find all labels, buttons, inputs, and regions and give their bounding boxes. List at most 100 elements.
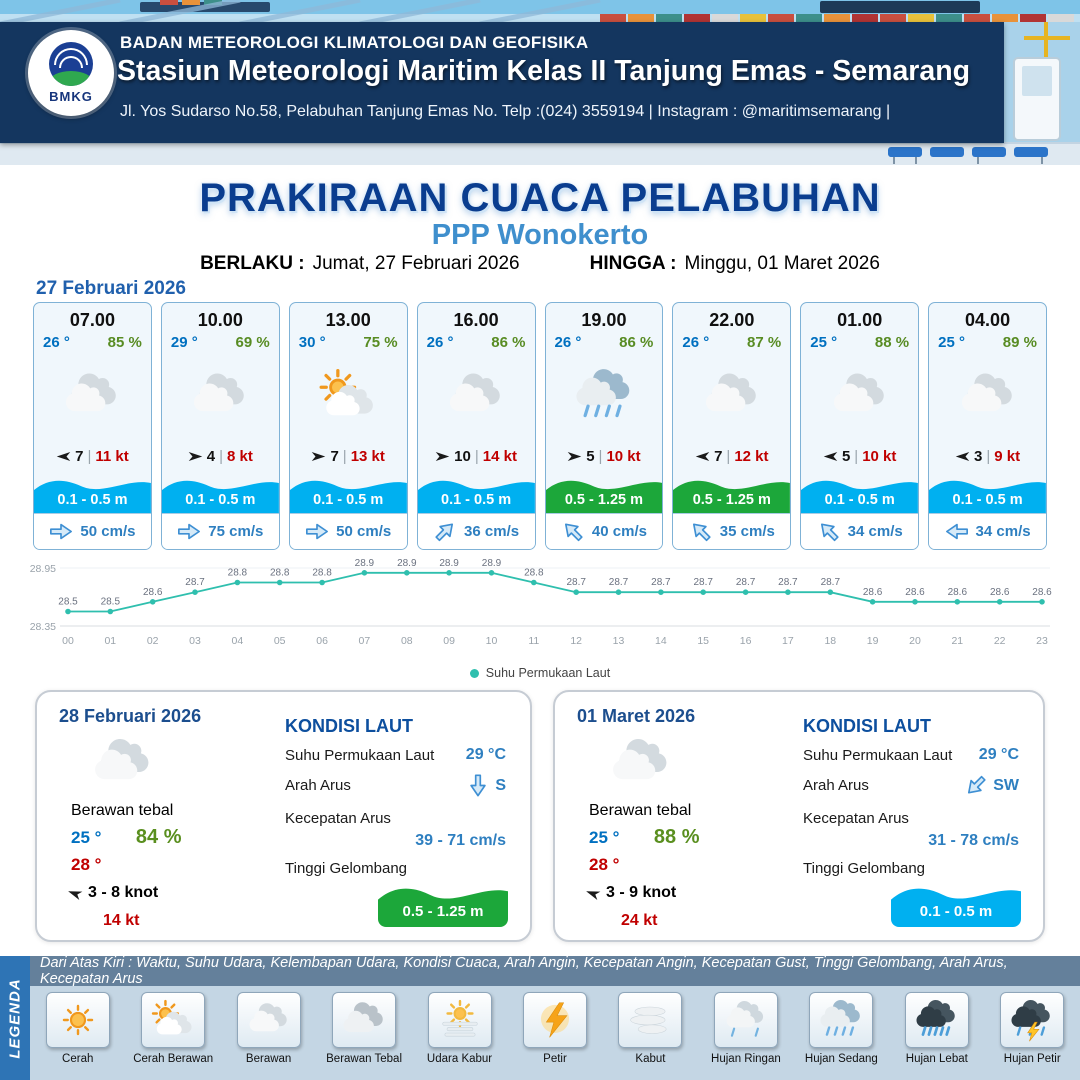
wind-speed: 10	[454, 447, 471, 465]
wave-height-value: 0.1 - 0.5 m	[313, 492, 384, 508]
legend-item-label: Cerah	[62, 1053, 94, 1065]
forecast-card-16.00: 16.00 26 ° 86 % 10 | 14 kt 0.1 - 0.5 m 3…	[416, 302, 536, 550]
svg-text:28.7: 28.7	[185, 577, 205, 588]
wind-gust: 8 kt	[227, 447, 253, 465]
wind-gust: 13 kt	[350, 447, 385, 465]
svg-text:13: 13	[613, 635, 625, 647]
weather-icon-berawan	[673, 351, 790, 441]
card-current: 35 cm/s	[673, 513, 791, 549]
wind-speed: 7	[75, 447, 84, 465]
bmkg-logo-text: BMKG	[49, 89, 93, 104]
card-humidity: 89 %	[1002, 334, 1037, 351]
hujan-sedang-icon	[809, 992, 874, 1048]
separator: |	[986, 447, 991, 465]
wind-gust: 10 kt	[862, 447, 897, 465]
wind-speed: 7	[330, 447, 339, 465]
card-temperature: 26 °	[554, 334, 582, 351]
daily-wind-value: 3 - 8 knot	[88, 884, 159, 901]
card-temperature: 26 °	[43, 334, 70, 351]
svg-text:28.7: 28.7	[778, 577, 798, 588]
card-current: 50 cm/s	[289, 513, 407, 549]
header: BMKG BADAN METEOROLOGI KLIMATOLOGI DAN G…	[0, 0, 1080, 165]
card-time: 04.00	[965, 310, 1011, 330]
svg-text:28.8: 28.8	[524, 568, 544, 579]
svg-text:28.9: 28.9	[355, 558, 375, 569]
page-title: PRAKIRAAN CUACA PELABUHAN	[199, 176, 881, 220]
wave-height-value: 0.1 - 0.5 m	[919, 903, 993, 920]
svg-text:28.5: 28.5	[58, 597, 78, 608]
card-current: 75 cm/s	[161, 513, 279, 549]
wave-height-value: 0.1 - 0.5 m	[57, 492, 128, 508]
card-current: 40 cm/s	[545, 513, 663, 549]
card-temperature: 26 °	[682, 334, 710, 351]
wave-height-row: Tinggi Gelombang	[803, 860, 1019, 877]
berawan-icon	[236, 992, 301, 1048]
legend-item-label: Cerah Berawan	[133, 1053, 214, 1065]
svg-text:10: 10	[486, 635, 498, 647]
wind-direction-icon	[955, 449, 970, 464]
wave-height-value: 0.5 - 1.25 m	[402, 903, 484, 920]
daily-weather-icon	[81, 732, 165, 799]
sst-chart: 28.95 28.35 28.5 00 28.5 01 28.6 02 28.7 03 28.8 04…	[22, 552, 1058, 664]
location-title: PPP Wonokerto	[431, 219, 649, 251]
hujan-lebat-icon	[904, 992, 969, 1048]
legend-item-label: Hujan Sedang	[804, 1053, 878, 1065]
card-wind: 7 | 12 kt	[673, 441, 790, 471]
card-temp-humidity: 26 ° 86 %	[418, 331, 535, 351]
wave-height-band: 0.1 - 0.5 m	[801, 471, 919, 513]
legend-item-label: Kabut	[635, 1053, 666, 1065]
current-direction-icon	[686, 516, 716, 546]
forecast-card-19.00: 19.00 26 ° 86 % 5 | 10 kt 0.5 - 1.25 m 4…	[544, 302, 664, 550]
bmkg-logo: BMKG	[28, 30, 114, 116]
sst-value: 29 °C	[978, 746, 1019, 763]
wind-direction-icon	[311, 449, 326, 464]
daily-wave-height: 0.1 - 0.5 m	[891, 877, 1021, 927]
daily-weather-icon	[599, 732, 683, 799]
separator: |	[219, 447, 223, 465]
card-temp-humidity: 30 ° 75 %	[290, 331, 407, 351]
svg-text:11: 11	[528, 635, 539, 647]
forecast-date: 27 Februari 2026	[36, 278, 186, 299]
svg-text:28.7: 28.7	[566, 577, 586, 588]
forecast-card-01.00: 01.00 25 ° 88 % 5 | 10 kt 0.1 - 0.5 m 34…	[800, 302, 920, 550]
separator: |	[854, 447, 859, 465]
svg-text:06: 06	[316, 635, 328, 647]
svg-text:28.7: 28.7	[736, 577, 756, 588]
card-wind: 4 | 8 kt	[162, 441, 279, 471]
svg-text:23: 23	[1036, 635, 1048, 647]
card-temperature: 25 °	[938, 334, 965, 351]
daily-wind: 3 - 9 knot	[585, 884, 676, 902]
header-band	[0, 22, 1004, 143]
svg-text:08: 08	[401, 635, 413, 647]
wind-direction-icon	[823, 449, 838, 464]
kabut-icon	[618, 992, 683, 1048]
wind-speed: 4	[206, 447, 216, 465]
legend-item-kabut: Kabut	[604, 992, 696, 1065]
agency-name: BADAN METEOROLOGI KLIMATOLOGI DAN GEOFIS…	[120, 33, 589, 52]
cerah-icon	[45, 992, 110, 1048]
current-direction-label: Arah Arus	[803, 777, 869, 794]
svg-text:28.6: 28.6	[1032, 587, 1052, 598]
svg-text:28.8: 28.8	[228, 568, 248, 579]
wind-gust: 12 kt	[734, 447, 769, 465]
svg-text:28.8: 28.8	[312, 568, 332, 579]
wave-height-band: 0.5 - 1.25 m	[673, 471, 791, 513]
card-temp-humidity: 29 ° 69 %	[162, 331, 279, 351]
legend-item-berawan-tebal: Berawan Tebal	[318, 992, 410, 1065]
legend-dot-icon	[469, 668, 479, 678]
daily-temp-max: 28 °	[589, 855, 620, 874]
svg-text:28.9: 28.9	[482, 558, 502, 569]
svg-text:28.7: 28.7	[693, 577, 713, 588]
legend-item-label: Hujan Petir	[1003, 1053, 1061, 1065]
forecast-card-13.00: 13.00 30 ° 75 % 7 | 13 kt 0.1 - 0.5 m 50…	[288, 302, 408, 550]
wave-height-band: 0.1 - 0.5 m	[289, 471, 407, 513]
chart-legend: Suhu Permukaan Laut	[0, 666, 1080, 680]
weather-icon-hujan-sedang	[546, 351, 663, 441]
svg-text:28.6: 28.6	[948, 587, 968, 598]
berawan-tebal-icon	[332, 992, 397, 1048]
current-direction-icon	[469, 774, 488, 798]
separator: |	[474, 447, 479, 465]
wind-speed: 5	[841, 447, 851, 465]
card-time: 22.00	[709, 310, 755, 330]
card-wind: 3 | 9 kt	[929, 441, 1046, 471]
